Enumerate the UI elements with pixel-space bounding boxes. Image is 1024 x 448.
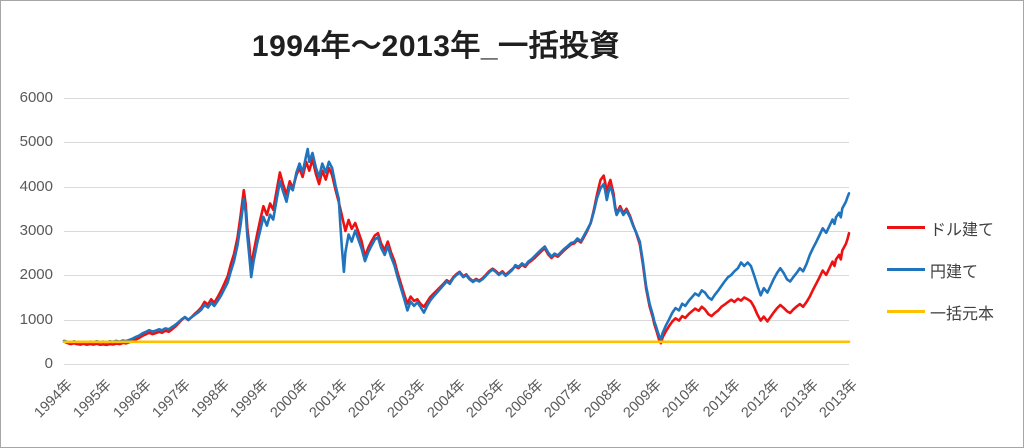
y-axis-label: 6000 bbox=[19, 89, 53, 106]
legend-label-jpy: 円建て bbox=[930, 263, 979, 281]
y-axis-label: 2000 bbox=[19, 266, 53, 284]
chart-title: 1994年～2013年_一括投資 bbox=[251, 30, 621, 63]
y-axis-label: 3000 bbox=[19, 222, 53, 239]
y-axis-label: 0 bbox=[44, 355, 53, 372]
legend-label-principal: 一括元本 bbox=[930, 305, 995, 323]
y-axis-label: 1000 bbox=[19, 310, 53, 328]
legend-swatch-jpy bbox=[887, 268, 925, 271]
series-line-jpy bbox=[62, 147, 851, 344]
legend-swatch-principal bbox=[887, 310, 925, 313]
gridlines bbox=[64, 98, 849, 365]
legend: ドル建て円建て一括元本 bbox=[887, 215, 994, 341]
legend-item-jpy: 円建て bbox=[887, 257, 994, 282]
legend-item-principal: 一括元本 bbox=[887, 299, 994, 324]
legend-swatch-usd bbox=[887, 226, 925, 229]
legend-label-usd: ドル建て bbox=[930, 221, 995, 239]
legend-item-usd: ドル建て bbox=[887, 215, 994, 240]
y-axis-label: 5000 bbox=[19, 133, 53, 151]
y-axis-label: 4000 bbox=[19, 177, 53, 195]
